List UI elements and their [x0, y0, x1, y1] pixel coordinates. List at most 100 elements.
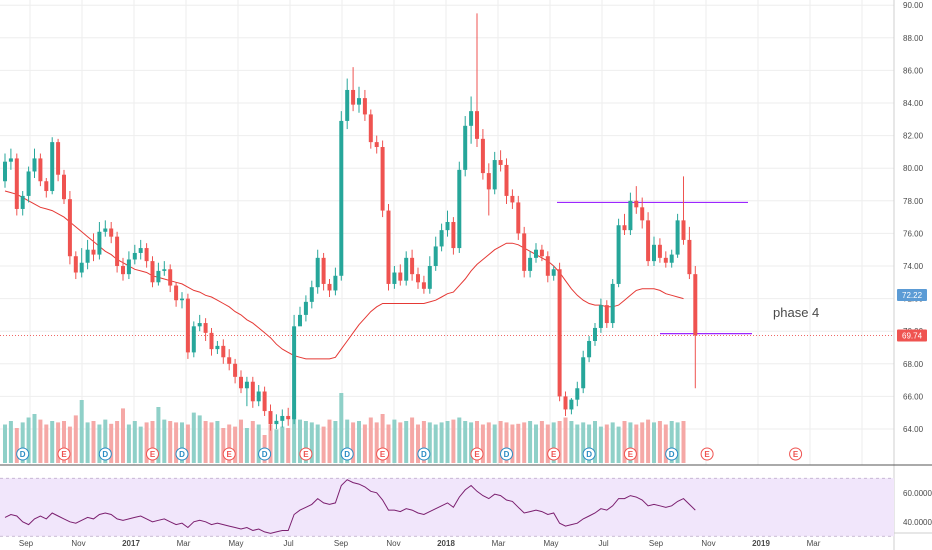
- candle-body: [669, 254, 674, 263]
- candle-body: [97, 231, 102, 255]
- ma-value-label: 72.22: [902, 291, 923, 300]
- candle-body: [73, 256, 78, 273]
- time-tick-label: Jul: [598, 539, 608, 548]
- candle-body: [191, 326, 196, 353]
- candle-body: [510, 195, 515, 203]
- volume-bar: [439, 422, 444, 463]
- price-tick-label: 64.00: [903, 425, 924, 434]
- volume-bar: [398, 422, 403, 463]
- volume-bar: [121, 408, 125, 463]
- volume-bar: [563, 417, 568, 463]
- volume-bar: [404, 421, 409, 463]
- candle-body: [398, 272, 403, 281]
- candle-body: [132, 252, 137, 260]
- candle-body: [315, 257, 320, 288]
- candle-body: [38, 158, 43, 182]
- volume-bar: [604, 424, 609, 463]
- volume-bar: [362, 424, 367, 463]
- volume-bar: [91, 421, 96, 463]
- candle-body: [404, 257, 409, 281]
- volume-bar: [280, 426, 285, 463]
- candle-body: [351, 89, 356, 105]
- candle-body: [486, 173, 491, 190]
- volume-bar: [103, 419, 108, 463]
- event-marker-label: D: [504, 450, 510, 459]
- volume-bar: [628, 422, 633, 463]
- volume-bar: [144, 422, 149, 463]
- volume-bar: [610, 422, 615, 463]
- candle-body: [256, 391, 261, 402]
- event-marker-label: D: [179, 450, 185, 459]
- volume-bar: [180, 422, 184, 463]
- candle-body: [433, 246, 438, 266]
- candle-body: [687, 239, 692, 275]
- volume-bar: [516, 423, 521, 463]
- candle-body: [185, 298, 190, 353]
- candle-body: [8, 158, 13, 162]
- candle-body: [121, 266, 125, 275]
- volume-bar: [339, 393, 344, 463]
- volume-bar: [427, 422, 432, 463]
- volume-bar: [44, 424, 49, 463]
- candle-body: [457, 169, 462, 249]
- candle-body: [386, 210, 391, 284]
- rsi-line: [4, 479, 696, 534]
- volume-bar: [504, 422, 509, 463]
- volume-bar: [215, 421, 220, 463]
- candle-body: [616, 225, 621, 284]
- candle-body: [138, 248, 143, 253]
- candle-body: [103, 228, 108, 232]
- event-marker-label: E: [61, 450, 67, 459]
- event-marker-label: D: [669, 450, 675, 459]
- volume-bar: [380, 414, 385, 463]
- volume-bar: [663, 424, 668, 463]
- moving-average-line: [4, 190, 684, 360]
- volume-bar: [221, 428, 226, 463]
- event-marker: [665, 447, 679, 461]
- price-tick-label: 68.00: [903, 360, 924, 369]
- candle-body: [150, 261, 155, 283]
- event-marker: [582, 447, 596, 461]
- candlesticks: [3, 13, 698, 431]
- event-marker-label: E: [474, 450, 480, 459]
- volume-bar: [416, 424, 420, 463]
- candle-body: [239, 376, 243, 389]
- time-tick-label: Mar: [807, 539, 821, 548]
- volume-bar: [309, 422, 314, 463]
- candle-body: [274, 420, 279, 425]
- volume-bar: [675, 422, 680, 463]
- candle-body: [368, 114, 373, 143]
- price-tick-label: 88.00: [903, 34, 924, 43]
- event-marker-label: E: [793, 450, 799, 459]
- candle-body: [492, 160, 497, 190]
- volume-bar: [315, 424, 320, 463]
- event-marker: [700, 447, 714, 461]
- candle-body: [575, 388, 580, 400]
- event-marker-label: D: [586, 450, 592, 459]
- volume-bar: [445, 421, 450, 463]
- volume-bar: [132, 421, 137, 463]
- candle-body: [628, 200, 633, 231]
- price-tick-label: 80.00: [903, 164, 924, 173]
- candle-body: [32, 158, 37, 172]
- volume-bar: [581, 422, 586, 463]
- candle-body: [56, 142, 61, 175]
- candle-body: [85, 249, 90, 263]
- candle-body: [79, 262, 84, 273]
- volume-bar: [321, 426, 326, 463]
- volume-bar: [109, 423, 114, 463]
- price-tick-label: 66.00: [903, 392, 924, 401]
- event-marker: [258, 447, 272, 461]
- event-marker-label: E: [303, 450, 309, 459]
- candle-body: [439, 230, 444, 247]
- volume-bar: [480, 424, 485, 463]
- volume-bar: [3, 424, 7, 463]
- volume-bar: [197, 415, 202, 463]
- volume-bar: [20, 422, 25, 463]
- volume-bar: [256, 424, 261, 463]
- candle-body: [610, 283, 615, 324]
- volume-bar: [298, 419, 302, 463]
- event-marker: [98, 447, 112, 461]
- volume-bar: [233, 426, 238, 463]
